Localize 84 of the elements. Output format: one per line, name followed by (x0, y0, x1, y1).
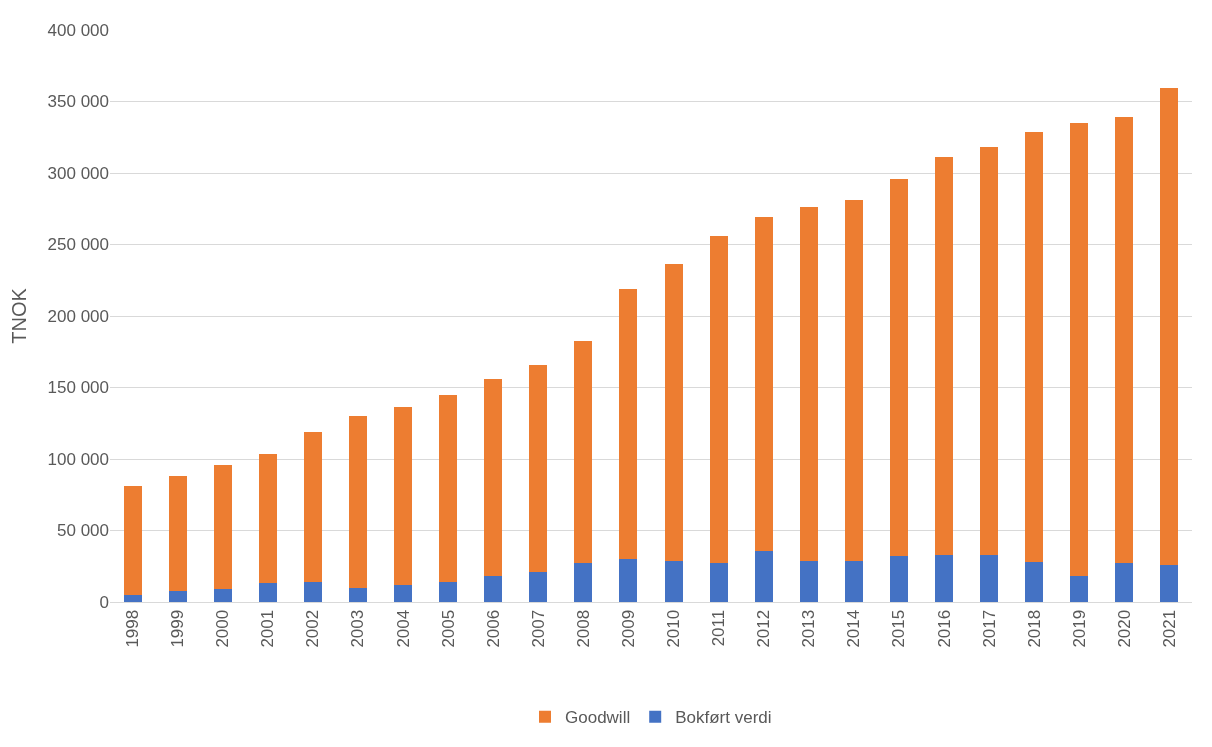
bar (1070, 576, 1089, 602)
bar (844, 200, 863, 561)
bar (258, 583, 277, 602)
bar (123, 594, 142, 602)
legend-label: Goodwill (565, 708, 631, 728)
y-tick-label: 350 000 (47, 92, 109, 112)
bar (664, 560, 683, 602)
bar (889, 556, 908, 602)
x-tick-label: 2002 (303, 609, 323, 648)
bar (348, 587, 367, 602)
y-tick-label: 50 000 (57, 521, 109, 541)
x-tick-label: 2005 (438, 609, 458, 648)
x-tick-label: 2007 (528, 609, 548, 648)
y-tick-label: 150 000 (47, 378, 109, 398)
bar (664, 263, 683, 561)
bar (213, 589, 232, 602)
bar (394, 406, 413, 585)
bar (348, 416, 367, 588)
x-tick-label: 2013 (799, 609, 819, 648)
bar (980, 147, 999, 555)
bar (980, 554, 999, 602)
bar (439, 581, 458, 602)
bar (574, 563, 593, 602)
bar (1160, 564, 1179, 602)
y-tick-label: 400 000 (47, 20, 109, 40)
bar (1115, 117, 1134, 564)
bar (889, 179, 908, 557)
x-tick-label: 2020 (1114, 609, 1134, 648)
bar (1160, 87, 1179, 565)
x-tick-label: 2006 (483, 609, 503, 648)
bar (1025, 131, 1044, 562)
bar (213, 465, 232, 590)
bar (1115, 563, 1134, 602)
bar (303, 581, 322, 602)
bar (754, 550, 773, 602)
bar (484, 378, 503, 577)
bar (529, 365, 548, 572)
x-tick-label: 2000 (213, 609, 233, 648)
bar (439, 394, 458, 582)
y-tick-label: 200 000 (47, 306, 109, 326)
bar (619, 559, 638, 602)
y-tick-label: 250 000 (47, 235, 109, 255)
x-tick-label: 2015 (889, 609, 909, 648)
x-tick-label: 2009 (618, 609, 638, 648)
x-tick-label: 2021 (1159, 609, 1179, 648)
x-tick-label: 1999 (168, 609, 188, 648)
x-tick-label: 2003 (348, 609, 368, 648)
bar (619, 288, 638, 560)
x-tick-label: 2004 (393, 609, 413, 648)
legend-label: Bokført verdi (675, 708, 772, 728)
x-tick-label: 2019 (1069, 609, 1089, 648)
x-tick-label: 2011 (709, 609, 729, 647)
x-tick-label: 2016 (934, 609, 954, 648)
bar (1070, 122, 1089, 577)
bar (168, 476, 187, 591)
bar (123, 486, 142, 595)
bar (709, 563, 728, 602)
bar (529, 571, 548, 602)
y-tick-label: 0 (99, 592, 109, 612)
x-tick-label: 2001 (258, 609, 278, 648)
x-tick-label: 2010 (664, 609, 684, 648)
bar (1025, 561, 1044, 602)
bar (709, 235, 728, 564)
x-tick-label: 2017 (979, 609, 999, 648)
bar (574, 341, 593, 564)
bar (935, 157, 954, 555)
bar (303, 431, 322, 582)
x-tick-label: 2008 (573, 609, 593, 648)
x-tick-label: 2018 (1024, 609, 1044, 648)
bar (168, 590, 187, 602)
bar (258, 454, 277, 584)
x-tick-label: 2014 (844, 609, 864, 648)
bar (844, 560, 863, 602)
bar (799, 206, 818, 561)
x-tick-label: 2012 (754, 609, 774, 648)
bar (754, 217, 773, 551)
y-tick-label: 300 000 (47, 163, 109, 183)
bar (935, 554, 954, 602)
bar (484, 576, 503, 602)
y-axis-title: TNOK (8, 287, 31, 344)
x-tick-label: 1998 (123, 609, 143, 648)
y-tick-label: 100 000 (47, 449, 109, 469)
bar (394, 584, 413, 602)
bar (799, 560, 818, 602)
